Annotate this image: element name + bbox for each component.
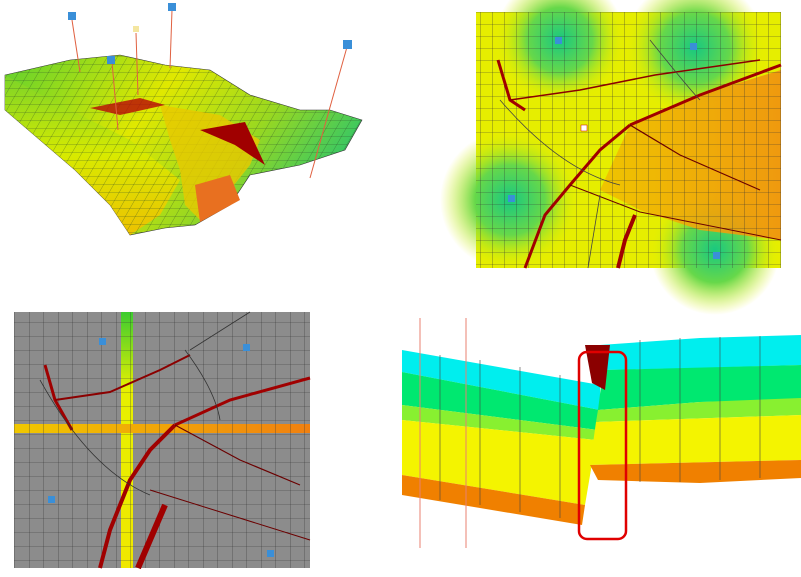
panel-3d xyxy=(4,3,363,236)
panel-map-gray xyxy=(14,311,311,570)
panel-cross-section xyxy=(402,318,801,548)
panel-map-color xyxy=(440,0,782,315)
